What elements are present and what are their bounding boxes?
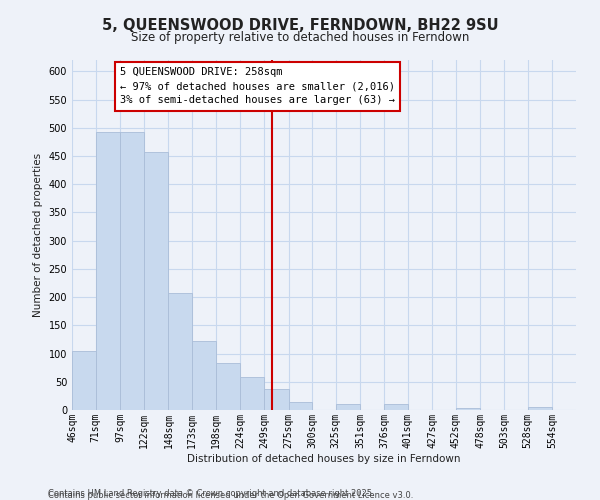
Bar bbox=[169, 292, 192, 410]
Bar bbox=[264, 389, 289, 410]
Bar bbox=[120, 132, 144, 410]
Bar bbox=[72, 350, 95, 410]
X-axis label: Distribution of detached houses by size in Ferndown: Distribution of detached houses by size … bbox=[187, 454, 461, 464]
Bar bbox=[95, 132, 120, 410]
Bar bbox=[289, 402, 312, 410]
Bar bbox=[336, 404, 361, 410]
Text: Size of property relative to detached houses in Ferndown: Size of property relative to detached ho… bbox=[131, 31, 469, 44]
Bar bbox=[528, 407, 553, 410]
Text: 5, QUEENSWOOD DRIVE, FERNDOWN, BH22 9SU: 5, QUEENSWOOD DRIVE, FERNDOWN, BH22 9SU bbox=[101, 18, 499, 32]
Text: Contains public sector information licensed under the Open Government Licence v3: Contains public sector information licen… bbox=[48, 491, 413, 500]
Text: 5 QUEENSWOOD DRIVE: 258sqm
← 97% of detached houses are smaller (2,016)
3% of se: 5 QUEENSWOOD DRIVE: 258sqm ← 97% of deta… bbox=[120, 68, 395, 106]
Bar bbox=[192, 340, 216, 410]
Bar bbox=[384, 404, 407, 410]
Text: Contains HM Land Registry data © Crown copyright and database right 2025.: Contains HM Land Registry data © Crown c… bbox=[48, 488, 374, 498]
Y-axis label: Number of detached properties: Number of detached properties bbox=[33, 153, 43, 317]
Bar bbox=[456, 408, 481, 410]
Bar bbox=[241, 378, 264, 410]
Bar bbox=[144, 152, 169, 410]
Bar bbox=[216, 363, 241, 410]
